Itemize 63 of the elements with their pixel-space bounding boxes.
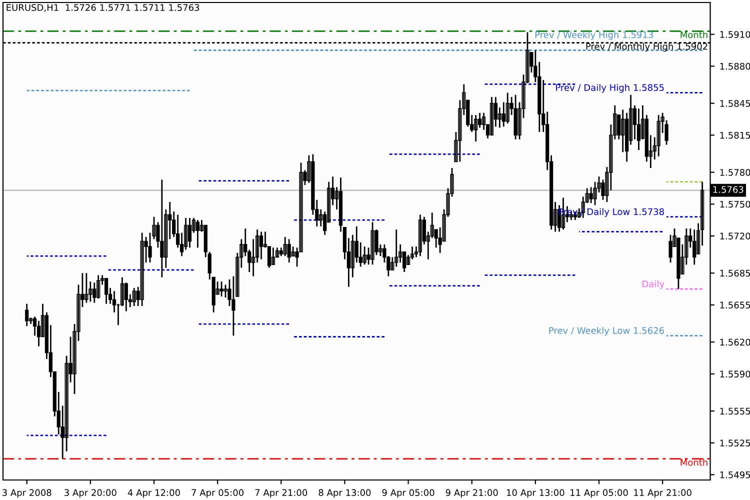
- x-tick-label: 9 Apr 21:00: [446, 489, 498, 498]
- candlestick: [506, 92, 510, 124]
- candlestick: [104, 278, 108, 305]
- y-tick-label: 1.5720: [720, 232, 750, 240]
- chart-title: EURUSD,H1 1.5726 1.5771 1.5711 1.5763: [6, 4, 200, 12]
- candlestick: [490, 96, 494, 136]
- y-tick-label: 1.5495: [720, 471, 750, 478]
- candlestick: [132, 287, 136, 307]
- candlestick: [394, 228, 398, 268]
- y-tick-label: 1.5590: [720, 370, 750, 378]
- y-tick-label: 1.5685: [720, 270, 750, 277]
- y-tick-label: 1.5780: [720, 169, 750, 176]
- candlestick: [589, 186, 593, 204]
- candlestick: [283, 236, 287, 257]
- candlestick: [418, 214, 422, 257]
- x-tick-label: 3 Apr 2008: [2, 489, 52, 498]
- ref-line-label: 1.5763: [713, 186, 744, 193]
- ref-line-label: Month: [680, 458, 708, 466]
- candlestick: [124, 282, 128, 312]
- candlestick: [291, 246, 295, 257]
- candlestick: [25, 303, 29, 327]
- candlestick: [220, 280, 224, 298]
- y-tick-label: 1.5910: [720, 31, 750, 38]
- candlestick: [498, 106, 502, 128]
- series-label: Prev / Daily High 1.5855: [556, 84, 664, 93]
- series-label: Daily: [642, 280, 664, 289]
- x-tick-label: 4 Apr 12:00: [128, 489, 180, 498]
- x-tick-label: 11 Apr 05:00: [570, 489, 628, 498]
- y-tick-label: 1.5815: [720, 132, 750, 139]
- candlestick: [370, 221, 374, 266]
- candlestick: [287, 238, 291, 264]
- series-label: Prev / Weekly Low 1.5626: [549, 326, 664, 336]
- candlestick: [271, 246, 275, 266]
- y-tick-label: 1.5525: [720, 440, 750, 446]
- y-tick-label: 1.5845: [720, 100, 750, 107]
- candlestick: [656, 114, 660, 158]
- annotation: Prev / Weekly High 1.5913: [535, 31, 653, 40]
- candlestick: [319, 208, 323, 228]
- candlestick: [259, 231, 264, 260]
- y-tick-label: 1.5555: [720, 408, 750, 415]
- candlestick: [160, 179, 164, 278]
- x-tick-label: 9 Apr 05:00: [382, 489, 434, 498]
- y-tick-label: 1.5655: [720, 302, 750, 308]
- candlestick: [84, 272, 88, 304]
- candlestick: [224, 284, 228, 298]
- x-tick-label: 7 Apr 21:00: [255, 489, 308, 498]
- candlestick: [636, 108, 641, 151]
- x-tick-label: 3 Apr 20:00: [64, 489, 116, 498]
- y-tick-label: 1.5750: [720, 200, 750, 208]
- candlestick: [140, 232, 144, 307]
- y-tick-label: 1.5620: [720, 338, 750, 346]
- x-tick-label: 10 Apr 13:00: [506, 489, 564, 498]
- candlestick: [188, 217, 192, 248]
- candlestick: [474, 114, 478, 142]
- x-tick-label: 7 Apr 05:00: [192, 489, 244, 498]
- candlestick: [196, 219, 200, 248]
- ref-line-label: Month: [680, 31, 708, 38]
- candlestick: [96, 274, 100, 300]
- candlestick: [362, 246, 366, 266]
- candlestick: [621, 108, 625, 153]
- y-tick-label: 1.5880: [720, 62, 750, 70]
- x-tick-label: 11 Apr 21:00: [634, 489, 692, 498]
- x-tick-label: 8 Apr 13:00: [318, 489, 371, 498]
